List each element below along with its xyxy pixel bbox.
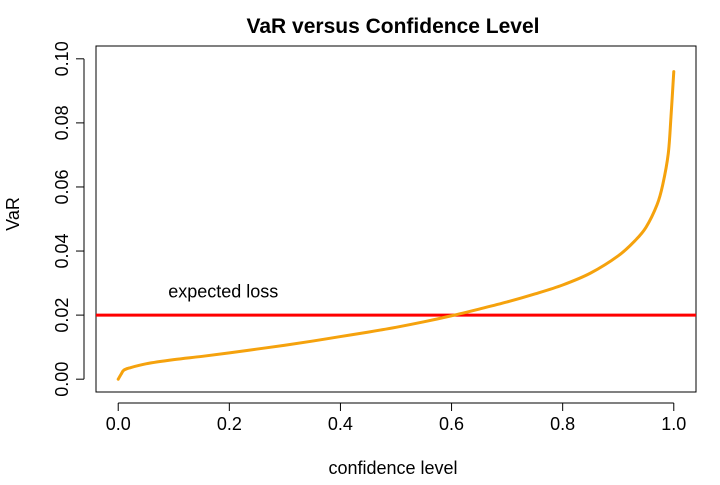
y-tick-label: 0.10: [52, 41, 72, 76]
y-tick-label: 0.06: [52, 169, 72, 204]
x-tick-label: 0.2: [217, 414, 242, 434]
y-tick-label: 0.04: [52, 234, 72, 269]
y-tick-label: 0.02: [52, 298, 72, 333]
var-curve: [116, 70, 676, 381]
plot-area: 0.0 0.2 0.4 0.6 0.8 1.0 0.00 0.02 0.04 0.06 0.08 0.…: [52, 41, 697, 434]
x-tick-label: 0.8: [550, 414, 575, 434]
x-tick-label: 0.6: [439, 414, 464, 434]
y-tick-label: 0.00: [52, 362, 72, 397]
x-tick-label: 0.4: [328, 414, 353, 434]
x-axis-label: confidence level: [328, 458, 457, 478]
expected-loss-label: expected loss: [168, 281, 278, 301]
plot-frame: [95, 45, 697, 393]
y-axis-label: VaR: [3, 197, 23, 231]
y-tick-label: 0.08: [52, 105, 72, 140]
x-tick-label: 0.0: [106, 414, 131, 434]
chart-title: VaR versus Confidence Level: [247, 15, 540, 38]
x-tick-label: 1.0: [661, 414, 686, 434]
